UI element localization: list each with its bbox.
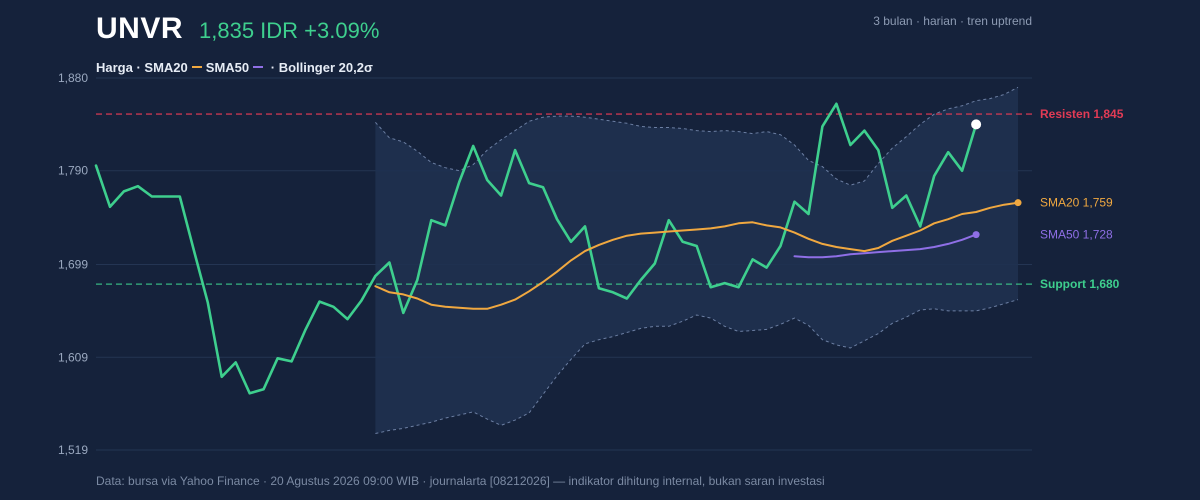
source-footnote: Data: bursa via Yahoo Finance · 20 Agust… [96, 474, 825, 488]
sma20-end-label: SMA20 1,759 [1040, 196, 1113, 210]
sma20-line [374, 201, 1019, 310]
sma20-last-point [1014, 199, 1022, 207]
legend-sma20-label: SMA20 [144, 60, 188, 75]
bollinger-lower-line [375, 299, 1019, 434]
chart-header: UNVR 1,835 IDR +3.09% [96, 12, 379, 46]
legend-sma50-label: SMA50 [205, 60, 250, 75]
sma50-end-label: SMA50 1,728 [1040, 228, 1113, 242]
y-tick-label: 1,519 [58, 443, 88, 457]
legend-sma50-swatch [253, 65, 264, 68]
legend-price-label: Harga [96, 60, 133, 75]
legend-bollinger-label: Bollinger 20,2σ [278, 60, 373, 75]
resistance-level-label: Resisten 1,845 [1040, 107, 1124, 121]
ticker-symbol: UNVR [96, 12, 184, 45]
sma50-line [793, 233, 978, 259]
y-tick-label: 1,699 [58, 258, 88, 272]
chart-legend: Harga · SMA20 SMA50 · Bollinger 20,2σ [96, 60, 373, 75]
y-tick-label: 1,790 [58, 164, 88, 178]
legend-sma20-swatch [191, 65, 202, 68]
support-level-label: Support 1,680 [1040, 277, 1120, 291]
bollinger-upper-line [375, 86, 1019, 186]
price-last-point [971, 119, 982, 130]
price-line [94, 102, 978, 395]
y-tick-label: 1,609 [58, 350, 88, 364]
y-tick-label: 1,880 [58, 71, 88, 85]
bollinger-band [375, 87, 1018, 434]
period-info: 3 bulan · harian · tren uptrend [873, 14, 1032, 28]
sma50-last-point [972, 231, 980, 239]
legend-separator: · [267, 60, 279, 75]
legend-separator: · [132, 60, 145, 75]
price-quote: 1,835 IDR +3.09% [199, 18, 380, 43]
